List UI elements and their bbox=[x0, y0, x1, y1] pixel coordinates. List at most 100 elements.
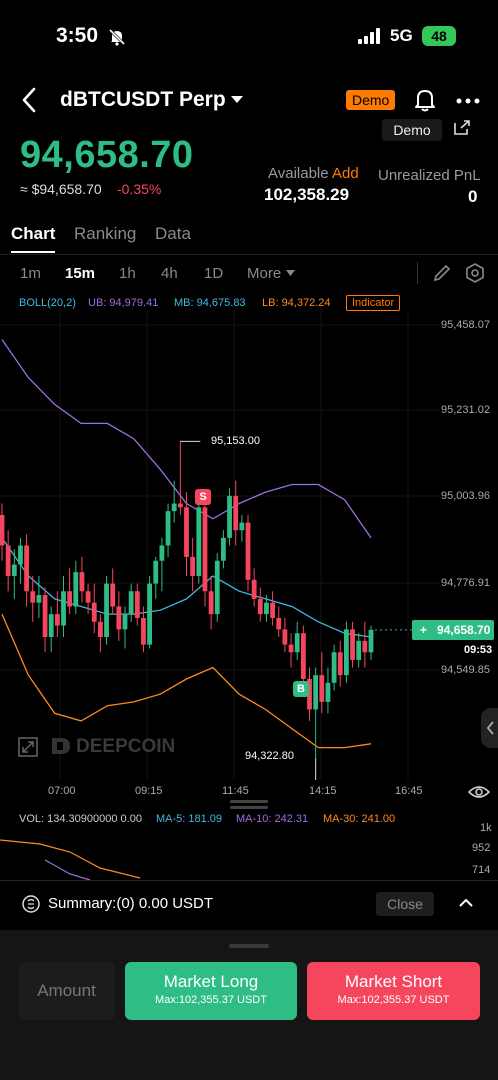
market-short-button[interactable]: Market Short Max:102,355.37 USDT bbox=[307, 962, 480, 1020]
candle-body bbox=[85, 591, 91, 603]
chevron-left-icon[interactable] bbox=[481, 708, 498, 748]
amount-input[interactable]: Amount bbox=[18, 962, 115, 1020]
draw-pencil-icon[interactable] bbox=[432, 263, 452, 283]
price-usd: ≈ $94,658.70 bbox=[20, 181, 102, 197]
tab-data[interactable]: Data bbox=[155, 224, 191, 243]
x-axis-label: 09:15 bbox=[135, 785, 163, 797]
boll-middle: MB: 94,675.83 bbox=[174, 297, 246, 309]
y-axis-label: 95,458.07 bbox=[441, 319, 490, 331]
fullscreen-icon[interactable] bbox=[18, 737, 38, 757]
more-options-icon[interactable] bbox=[456, 98, 480, 104]
volume-axis-label: 952 bbox=[472, 842, 491, 854]
x-axis-label: 11:45 bbox=[222, 785, 249, 797]
more-caret-icon[interactable] bbox=[286, 270, 295, 276]
tab-chart[interactable]: Chart bbox=[11, 224, 56, 243]
candle-body bbox=[368, 629, 374, 653]
boll-lower: LB: 94,372.24 bbox=[262, 297, 331, 309]
candle-body bbox=[42, 595, 48, 638]
battery-icon: 48 bbox=[422, 26, 456, 46]
candle-body bbox=[337, 652, 343, 676]
market-short-label: Market Short bbox=[344, 972, 443, 991]
y-axis-label: 94,776.91 bbox=[441, 577, 490, 589]
buy-marker[interactable]: B bbox=[293, 681, 309, 697]
x-axis-label: 16:45 bbox=[395, 785, 423, 797]
candle-body bbox=[313, 675, 319, 710]
available-label: Available bbox=[268, 165, 329, 182]
candle-body bbox=[128, 591, 134, 615]
deepcoin-logo-icon bbox=[52, 738, 70, 754]
candle-body bbox=[307, 678, 312, 710]
resize-handle[interactable] bbox=[230, 806, 268, 809]
network-type: 5G bbox=[390, 26, 413, 45]
volume-ma10: MA-10: 242.31 bbox=[236, 813, 309, 825]
tab-ranking[interactable]: Ranking bbox=[74, 224, 137, 243]
boll-label: BOLL(20,2) bbox=[19, 297, 76, 309]
close-all-button[interactable]: Close bbox=[376, 892, 434, 916]
candle-body bbox=[134, 591, 140, 618]
timeframe-1h[interactable]: 1h bbox=[119, 265, 136, 282]
candle-body bbox=[208, 591, 214, 615]
caret-down-icon[interactable] bbox=[231, 96, 243, 104]
demo-badge: Demo bbox=[346, 90, 396, 110]
timeframe-more[interactable]: More bbox=[247, 265, 282, 282]
candle-body bbox=[350, 629, 355, 660]
volume-axis-label: 714 bbox=[472, 864, 491, 876]
side-panel-tab[interactable] bbox=[481, 708, 498, 748]
active-tab-indicator bbox=[11, 251, 55, 253]
timeframe-1m[interactable]: 1m bbox=[20, 265, 41, 282]
boll-lower-line bbox=[1, 613, 372, 749]
candle-body bbox=[79, 572, 85, 592]
toolbar-separator bbox=[417, 262, 418, 284]
coin-icon bbox=[22, 895, 40, 913]
candle-body bbox=[344, 629, 349, 676]
candle-body bbox=[159, 545, 165, 561]
back-arrow-icon[interactable] bbox=[18, 86, 42, 114]
market-long-label: Market Long bbox=[163, 972, 259, 991]
x-axis-label: 07:00 bbox=[48, 785, 76, 797]
candle-body bbox=[165, 511, 171, 546]
boll-upper: UB: 94,979.41 bbox=[88, 297, 159, 309]
volume-label: VOL: 134.30900000 0.00 bbox=[19, 813, 142, 825]
market-long-max: Max:102,355.37 USDT bbox=[155, 994, 267, 1006]
candle-body bbox=[282, 629, 288, 645]
candle-body bbox=[0, 514, 5, 546]
candle-body bbox=[221, 537, 226, 561]
candle-body bbox=[233, 495, 239, 531]
timeframe-15m[interactable]: 15m bbox=[65, 265, 96, 282]
demo-button[interactable]: Demo bbox=[382, 119, 442, 141]
y-axis-label: 94,549.85 bbox=[441, 664, 490, 676]
market-long-button[interactable]: Market Long Max:102,355.37 USDT bbox=[125, 962, 297, 1020]
positions-summary: Summary:(0) 0.00 USDT bbox=[48, 895, 214, 912]
add-funds-link[interactable]: Add bbox=[332, 165, 359, 182]
candle-body bbox=[251, 579, 257, 599]
candle-body bbox=[24, 545, 29, 592]
deepcoin-watermark: DEEPCOIN bbox=[76, 736, 176, 757]
volume-axis-label: 1k bbox=[480, 822, 492, 834]
volume-ma30: MA-30: 241.00 bbox=[323, 813, 396, 825]
candle-body bbox=[147, 583, 152, 645]
candle-body bbox=[196, 507, 202, 576]
unrealized-pnl-value: 0 bbox=[468, 187, 478, 206]
candlestick-chart[interactable] bbox=[0, 310, 498, 780]
candle-body bbox=[294, 633, 300, 653]
candle-body bbox=[257, 598, 263, 615]
notification-bell-icon[interactable] bbox=[414, 88, 436, 112]
last-price: 94,658.70 bbox=[20, 134, 194, 176]
indicator-button[interactable]: Indicator bbox=[346, 295, 401, 311]
signal-icon bbox=[358, 28, 380, 44]
sell-marker[interactable]: S bbox=[195, 489, 211, 505]
timeframe-1d[interactable]: 1D bbox=[204, 265, 224, 282]
resize-handle[interactable] bbox=[230, 800, 268, 803]
timeframe-4h[interactable]: 4h bbox=[161, 265, 178, 282]
candle-body bbox=[61, 591, 66, 626]
chevron-up-icon[interactable] bbox=[458, 898, 474, 908]
eye-icon[interactable] bbox=[468, 784, 490, 800]
candle-body bbox=[153, 560, 159, 584]
drag-handle[interactable] bbox=[229, 944, 269, 948]
share-icon[interactable] bbox=[452, 119, 472, 137]
pair-selector[interactable]: dBTCUSDT Perp bbox=[60, 88, 226, 111]
candle-body bbox=[356, 640, 362, 660]
x-axis-label: 14:15 bbox=[309, 785, 337, 797]
chart-settings-icon[interactable] bbox=[465, 263, 485, 283]
candle-body bbox=[362, 640, 368, 653]
